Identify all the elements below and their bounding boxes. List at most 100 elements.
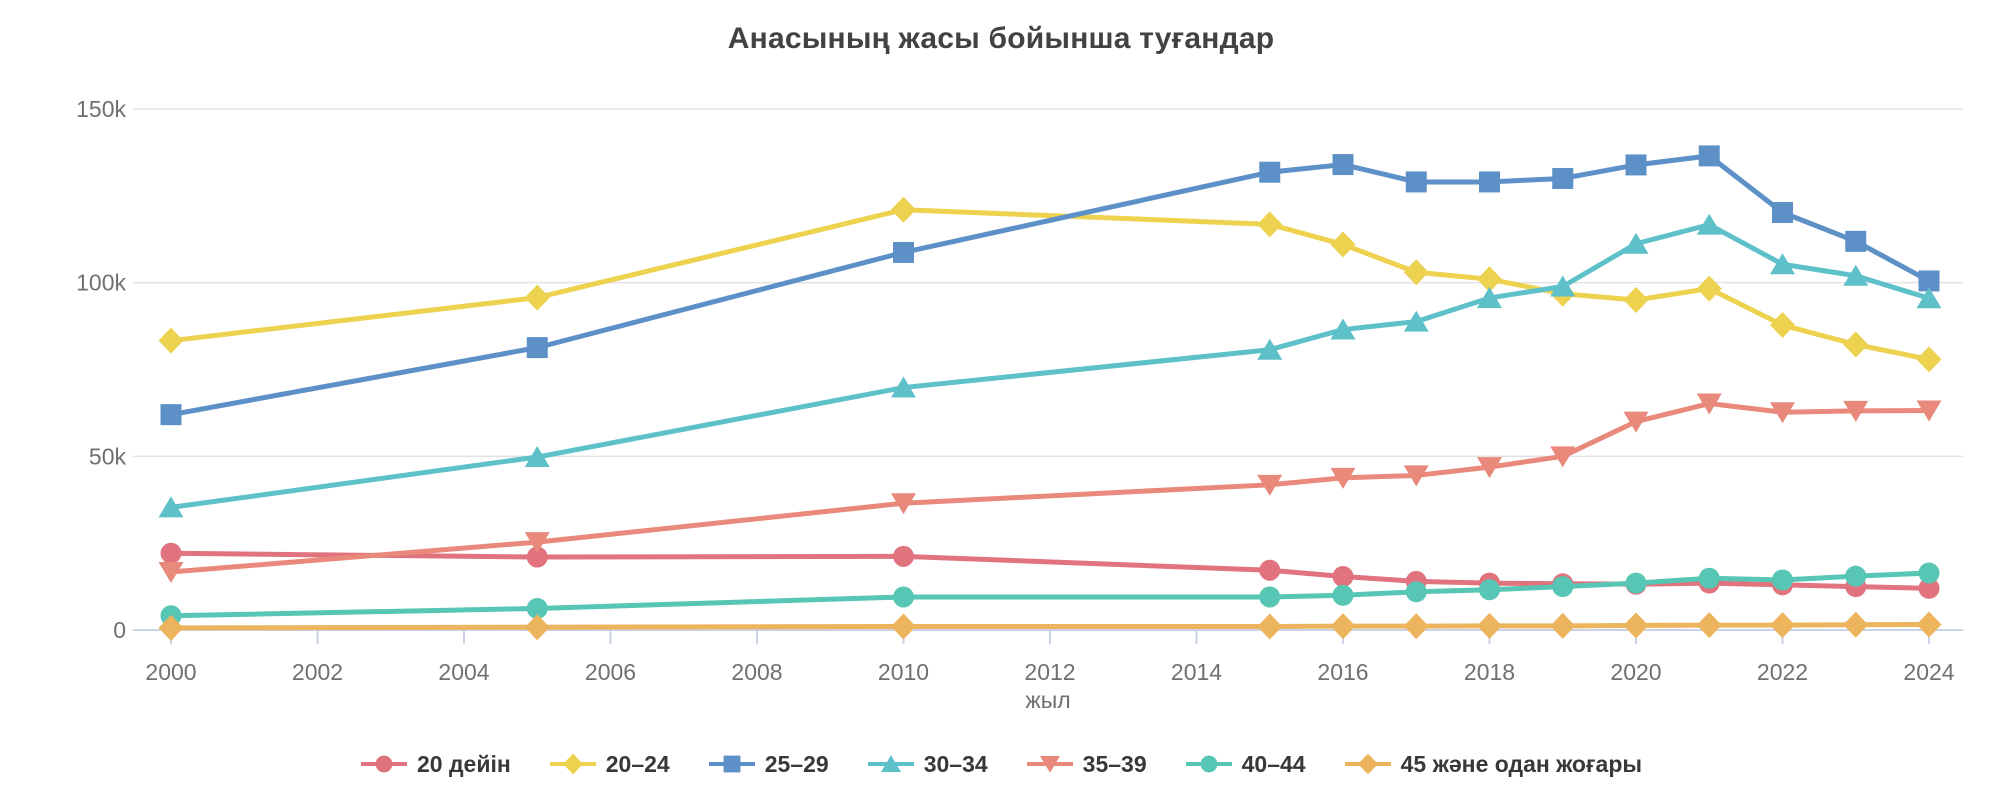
x-tick-label: 2002	[292, 659, 343, 685]
x-axis-title: жыл	[1025, 687, 1071, 713]
data-point-marker	[160, 542, 182, 564]
legend-marker-icon	[360, 755, 407, 773]
data-point-marker	[1845, 230, 1867, 252]
data-point-marker	[893, 586, 914, 608]
data-point-marker	[891, 196, 916, 223]
data-point-marker	[891, 493, 916, 515]
series-line	[168, 570, 1932, 619]
legend-marker	[1039, 756, 1060, 773]
series-2	[160, 145, 1940, 426]
x-tick-label: 2008	[731, 659, 782, 685]
x-tick-label: 2024	[1903, 659, 1954, 685]
data-point-marker	[1770, 402, 1795, 424]
data-point-marker	[1918, 270, 1940, 292]
data-point-marker	[1259, 161, 1281, 183]
legend-item[interactable]: 30–34	[867, 751, 988, 778]
data-point-marker	[1843, 264, 1869, 286]
data-point-marker	[1916, 287, 1942, 309]
legend-item[interactable]: 20 дейін	[360, 751, 511, 778]
data-point-marker	[1403, 465, 1429, 487]
legend-marker-icon	[867, 755, 914, 772]
data-point-marker	[1550, 612, 1576, 639]
data-point-marker	[158, 496, 184, 518]
data-point-marker	[1625, 572, 1647, 594]
data-point-marker	[1916, 346, 1942, 373]
legend-marker	[1357, 753, 1378, 775]
y-axis: 0 50k 100k 150k	[76, 96, 126, 643]
data-point-marker	[1257, 474, 1283, 496]
x-tick-label: 2006	[585, 659, 636, 685]
legend-item[interactable]: 20–24	[549, 751, 670, 778]
data-point-marker	[1479, 579, 1500, 601]
data-point-marker	[1623, 232, 1649, 254]
data-point-marker	[1843, 331, 1869, 358]
legend-label: 35–39	[1082, 750, 1147, 777]
x-tick-label: 2014	[1171, 659, 1222, 685]
x-tick-label: 2018	[1464, 659, 1515, 685]
data-point-marker	[1918, 577, 1940, 599]
x-axis: 2000 2002 2004 2006 2008 2010 2012 2014 2016 2018…	[133, 629, 1963, 685]
series-line	[168, 621, 1932, 631]
data-point-marker	[1257, 211, 1283, 238]
legend: 20 дейін 20–24 25–29 30–34 35–39 40–44 45 және…	[0, 742, 2002, 786]
data-point-marker	[1405, 581, 1427, 603]
data-point-marker	[158, 561, 184, 583]
data-point-marker	[158, 327, 184, 354]
legend-marker	[723, 755, 741, 773]
y-tick-label: 150k	[76, 96, 126, 122]
data-point-marker	[1552, 167, 1574, 189]
legend-item[interactable]: 25–29	[708, 751, 829, 778]
data-point-marker	[1845, 565, 1867, 587]
legend-label: 45 және одан жоғары	[1400, 750, 1643, 777]
data-point-marker	[1477, 266, 1502, 293]
y-tick-label: 100k	[76, 270, 126, 296]
data-point-marker	[1918, 562, 1940, 584]
data-point-marker	[1477, 286, 1502, 308]
legend-label: 30–34	[923, 750, 988, 777]
legend-marker	[375, 755, 393, 773]
data-point-marker	[1552, 576, 1574, 598]
x-tick-label: 2000	[145, 659, 196, 685]
legend-item[interactable]: 35–39	[1026, 751, 1147, 778]
data-point-marker	[160, 404, 182, 426]
data-point-marker	[1770, 253, 1795, 275]
data-point-marker	[524, 446, 550, 468]
data-point-marker	[891, 376, 916, 398]
x-tick-label: 2020	[1610, 659, 1661, 685]
data-point-marker	[1625, 154, 1647, 176]
x-tick-label: 2004	[438, 659, 489, 685]
legend-marker	[562, 753, 583, 775]
data-point-marker	[1916, 400, 1942, 422]
data-point-marker	[891, 613, 916, 640]
legend-marker	[880, 755, 901, 772]
data-point-marker	[1772, 569, 1793, 591]
data-point-marker	[1916, 611, 1942, 638]
data-point-marker	[1330, 613, 1356, 640]
legend-item[interactable]: 40–44	[1185, 751, 1306, 778]
data-point-marker	[1772, 202, 1793, 224]
series-4	[158, 393, 1942, 583]
legend-item[interactable]: 45 және одан жоғары	[1344, 751, 1642, 778]
data-point-marker	[526, 546, 548, 568]
legend-label: 20–24	[605, 750, 670, 777]
data-point-marker	[1330, 231, 1356, 258]
data-point-marker	[1403, 310, 1429, 332]
data-point-marker	[893, 545, 914, 567]
y-tick-label: 50k	[89, 443, 127, 469]
series-line	[168, 401, 1932, 575]
data-point-marker	[1259, 586, 1281, 608]
data-point-marker	[1550, 446, 1576, 468]
data-point-marker	[1405, 171, 1427, 193]
data-point-marker	[524, 532, 550, 554]
data-point-marker	[1479, 171, 1500, 193]
data-point-marker	[1257, 613, 1283, 640]
data-point-marker	[1403, 613, 1429, 640]
data-point-marker	[1259, 559, 1281, 581]
legend-marker-icon	[1026, 756, 1073, 773]
data-point-marker	[1843, 611, 1869, 638]
data-point-marker	[526, 597, 548, 619]
legend-label: 40–44	[1241, 750, 1306, 777]
data-point-marker	[1550, 275, 1576, 297]
data-point-marker	[1477, 457, 1502, 479]
